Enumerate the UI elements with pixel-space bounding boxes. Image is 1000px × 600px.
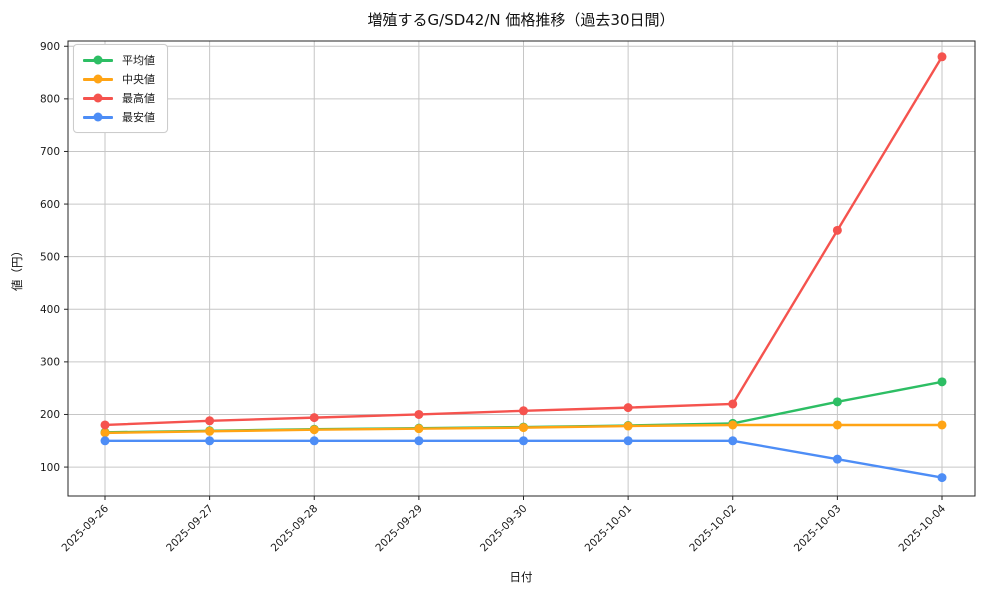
x-tick-label: 2025-10-03: [792, 503, 844, 555]
x-tick-label: 2025-09-30: [478, 503, 530, 555]
legend-label: 最高値: [122, 92, 155, 105]
legend-item: 平均値: [83, 52, 155, 68]
chart-title: 増殖するG/SD42/N 価格推移（過去30日間）: [368, 11, 675, 29]
data-point: [205, 416, 215, 426]
data-point: [623, 436, 633, 446]
series-最安値: [100, 436, 947, 483]
data-point: [100, 420, 110, 430]
x-tick-label: 2025-09-28: [269, 503, 321, 555]
x-tick-label: 2025-10-02: [687, 503, 739, 555]
legend-marker-icon: [83, 55, 113, 66]
data-point: [623, 421, 633, 431]
y-tick-label: 900: [40, 41, 60, 53]
y-tick-label: 700: [40, 146, 60, 158]
legend-item: 最安値: [83, 109, 155, 125]
gridlines: [68, 41, 975, 496]
data-point: [937, 473, 947, 483]
data-point: [100, 428, 110, 438]
legend-label: 中央値: [122, 73, 155, 86]
y-tick-label: 500: [40, 251, 60, 263]
data-point: [519, 436, 528, 446]
data-point: [414, 424, 424, 434]
y-axis-label: 値（円）: [10, 245, 24, 291]
y-tick-labels: 100 200 300 400 500 600 700 800 900: [40, 41, 60, 474]
y-tick-label: 800: [40, 94, 60, 106]
data-point: [728, 420, 738, 430]
data-point: [414, 409, 424, 419]
data-point: [832, 454, 842, 464]
y-tick-label: 100: [40, 462, 60, 474]
y-tick-label: 400: [40, 304, 60, 316]
y-tick-label: 300: [40, 357, 60, 369]
data-point: [832, 397, 842, 407]
data-point: [937, 52, 947, 62]
legend-marker-icon: [83, 93, 113, 104]
x-tick-label: 2025-09-29: [373, 503, 425, 555]
legend-label: 最安値: [122, 111, 155, 124]
data-point: [937, 420, 947, 430]
series-最高値: [100, 52, 947, 430]
legend-label: 平均値: [122, 54, 155, 67]
y-tick-label: 600: [40, 199, 60, 211]
data-point: [728, 399, 738, 409]
data-point: [728, 436, 738, 446]
x-tick-label: 2025-09-26: [59, 502, 111, 554]
data-point: [309, 413, 319, 423]
data-point: [205, 426, 215, 436]
y-tick-label: 200: [40, 409, 60, 421]
x-tick-label: 2025-10-01: [583, 503, 635, 555]
legend: 平均値中央値最高値最安値: [73, 44, 168, 133]
axis-ticks: [64, 45, 943, 500]
x-tick-label: 2025-09-27: [164, 503, 216, 555]
data-point: [309, 425, 319, 435]
legend-marker-icon: [83, 112, 113, 123]
legend-item: 最高値: [83, 90, 155, 106]
data-point: [519, 423, 528, 433]
data-point: [414, 436, 424, 446]
data-point: [832, 225, 842, 235]
data-point: [100, 436, 110, 446]
data-point: [937, 377, 947, 387]
data-point: [832, 420, 842, 430]
series-中央値: [100, 420, 947, 438]
data-point: [519, 406, 528, 416]
x-tick-label: 2025-10-04: [896, 502, 948, 554]
legend-marker-icon: [83, 74, 113, 85]
data-point: [205, 436, 215, 446]
data-point: [623, 403, 633, 413]
legend-item: 中央値: [83, 71, 155, 87]
x-tick-labels: 2025-09-26 2025-09-27 2025-09-28 2025-09-29…: [59, 502, 948, 554]
plot-border: [67, 40, 976, 497]
data-point: [309, 436, 319, 446]
x-axis-label: 日付: [510, 570, 533, 584]
